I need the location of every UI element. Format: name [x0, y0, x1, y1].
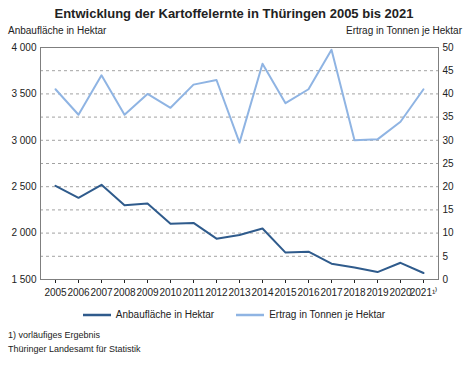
- svg-text:2020: 2020: [389, 287, 412, 298]
- svg-text:2015: 2015: [274, 287, 297, 298]
- svg-text:45: 45: [443, 65, 455, 76]
- html-text:Thüringer Landesamt für Statis: Thüringer Landesamt für Statistik: [8, 344, 141, 354]
- svg-text:3 500: 3 500: [11, 88, 36, 99]
- svg-text:2005: 2005: [44, 287, 67, 298]
- html-text:Ertrag in Tonnen je Hektar: Ertrag in Tonnen je Hektar: [269, 309, 386, 320]
- svg-text:15: 15: [443, 204, 455, 215]
- html-text:Anbaufläche in Hektar: Anbaufläche in Hektar: [115, 309, 215, 320]
- svg-text:2016: 2016: [297, 287, 320, 298]
- svg-text:1 500: 1 500: [11, 274, 36, 285]
- html-text:1) vorläufiges Ergebnis: 1) vorläufiges Ergebnis: [8, 330, 101, 340]
- svg-text:40: 40: [443, 88, 455, 99]
- svg-text:2013: 2013: [228, 287, 251, 298]
- svg-text:3 000: 3 000: [11, 135, 36, 146]
- html-text:Entwicklung der Kartoffelernte: Entwicklung der Kartoffelernte in Thürin…: [54, 6, 414, 21]
- svg-text:0: 0: [443, 274, 449, 285]
- svg-text:2018: 2018: [343, 287, 366, 298]
- svg-text:20: 20: [443, 181, 455, 192]
- svg-text:2 000: 2 000: [11, 227, 36, 238]
- svg-text:2007: 2007: [90, 287, 113, 298]
- svg-text:2021¹⁾: 2021¹⁾: [410, 286, 438, 298]
- svg-text:2014: 2014: [251, 287, 274, 298]
- svg-text:2008: 2008: [113, 287, 136, 298]
- svg-text:2012: 2012: [205, 287, 228, 298]
- svg-text:2 500: 2 500: [11, 181, 36, 192]
- svg-text:30: 30: [443, 135, 455, 146]
- svg-text:2006: 2006: [67, 287, 90, 298]
- svg-text:50: 50: [443, 42, 455, 53]
- svg-text:2010: 2010: [159, 287, 182, 298]
- svg-text:10: 10: [443, 227, 455, 238]
- svg-text:2017: 2017: [320, 287, 343, 298]
- svg-text:2011: 2011: [183, 287, 205, 298]
- svg-text:35: 35: [443, 111, 455, 122]
- svg-text:25: 25: [443, 158, 455, 169]
- svg-text:4 000: 4 000: [11, 42, 36, 53]
- html-text:Ertrag in Tonnen je Hektar: Ertrag in Tonnen je Hektar: [346, 25, 462, 36]
- html-text:Anbaufläche in Hektar: Anbaufläche in Hektar: [8, 25, 107, 36]
- svg-text:2009: 2009: [136, 287, 159, 298]
- svg-text:5: 5: [443, 251, 449, 262]
- svg-text:2019: 2019: [366, 287, 389, 298]
